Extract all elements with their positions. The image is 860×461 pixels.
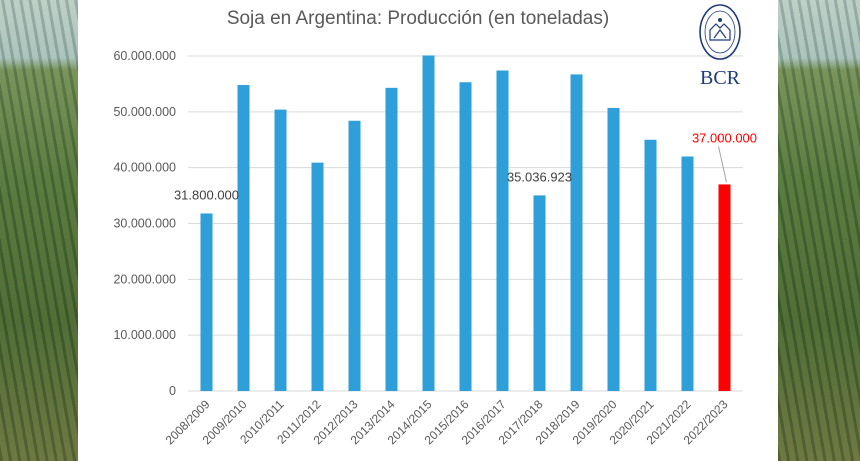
background-field-left — [0, 0, 78, 461]
data-label: 37.000.000 — [692, 130, 757, 145]
background-field-right — [778, 0, 860, 461]
y-tick-label: 10.000.000 — [113, 328, 176, 342]
bar-2012-2013 — [348, 120, 361, 392]
bar-2016-2017 — [496, 70, 509, 392]
bcr-emblem-icon — [699, 4, 741, 60]
y-tick-label: 20.000.000 — [113, 272, 176, 286]
bar-2009-2010 — [237, 85, 250, 392]
y-tick-label: 60.000.000 — [113, 49, 176, 63]
logo-text: BCR — [700, 67, 741, 89]
y-tick-label: 0 — [169, 384, 176, 398]
bar-2017-2018 — [533, 195, 546, 391]
bar-2014-2015 — [422, 55, 435, 392]
bar-2013-2014 — [385, 87, 398, 391]
bars — [200, 55, 731, 392]
data-labels: 31.800.000 35.036.923 37.000.000 — [174, 130, 757, 202]
x-axis-ticks: 2008/20092009/20102010/20112011/20122012… — [163, 397, 731, 447]
y-axis-ticks: 0 10.000.000 20.000.000 30.000.000 40.000.00… — [113, 49, 176, 398]
y-tick-label: 50.000.000 — [113, 105, 176, 119]
y-tick-label: 30.000.000 — [113, 217, 176, 231]
bar-2022-2023 — [718, 184, 731, 391]
bar-chart: Soja en Argentina: Producción (en tonela… — [113, 4, 757, 447]
bar-2019-2020 — [607, 107, 620, 392]
data-label-leader — [718, 146, 727, 183]
bar-2010-2011 — [274, 109, 287, 391]
chart-title: Soja en Argentina: Producción (en tonela… — [227, 8, 609, 29]
bar-2008-2009 — [200, 213, 213, 391]
bcr-logo: BCR — [699, 4, 741, 89]
bar-2015-2016 — [459, 82, 472, 391]
bar-2018-2019 — [570, 74, 583, 392]
data-label: 35.036.923 — [507, 169, 572, 184]
y-tick-label: 40.000.000 — [113, 161, 176, 175]
data-label: 31.800.000 — [174, 187, 239, 202]
bar-2011-2012 — [311, 162, 324, 391]
chart-panel: Soja en Argentina: Producción (en tonela… — [78, 0, 778, 461]
bar-2021-2022 — [681, 156, 694, 391]
bar-2020-2021 — [644, 139, 657, 391]
